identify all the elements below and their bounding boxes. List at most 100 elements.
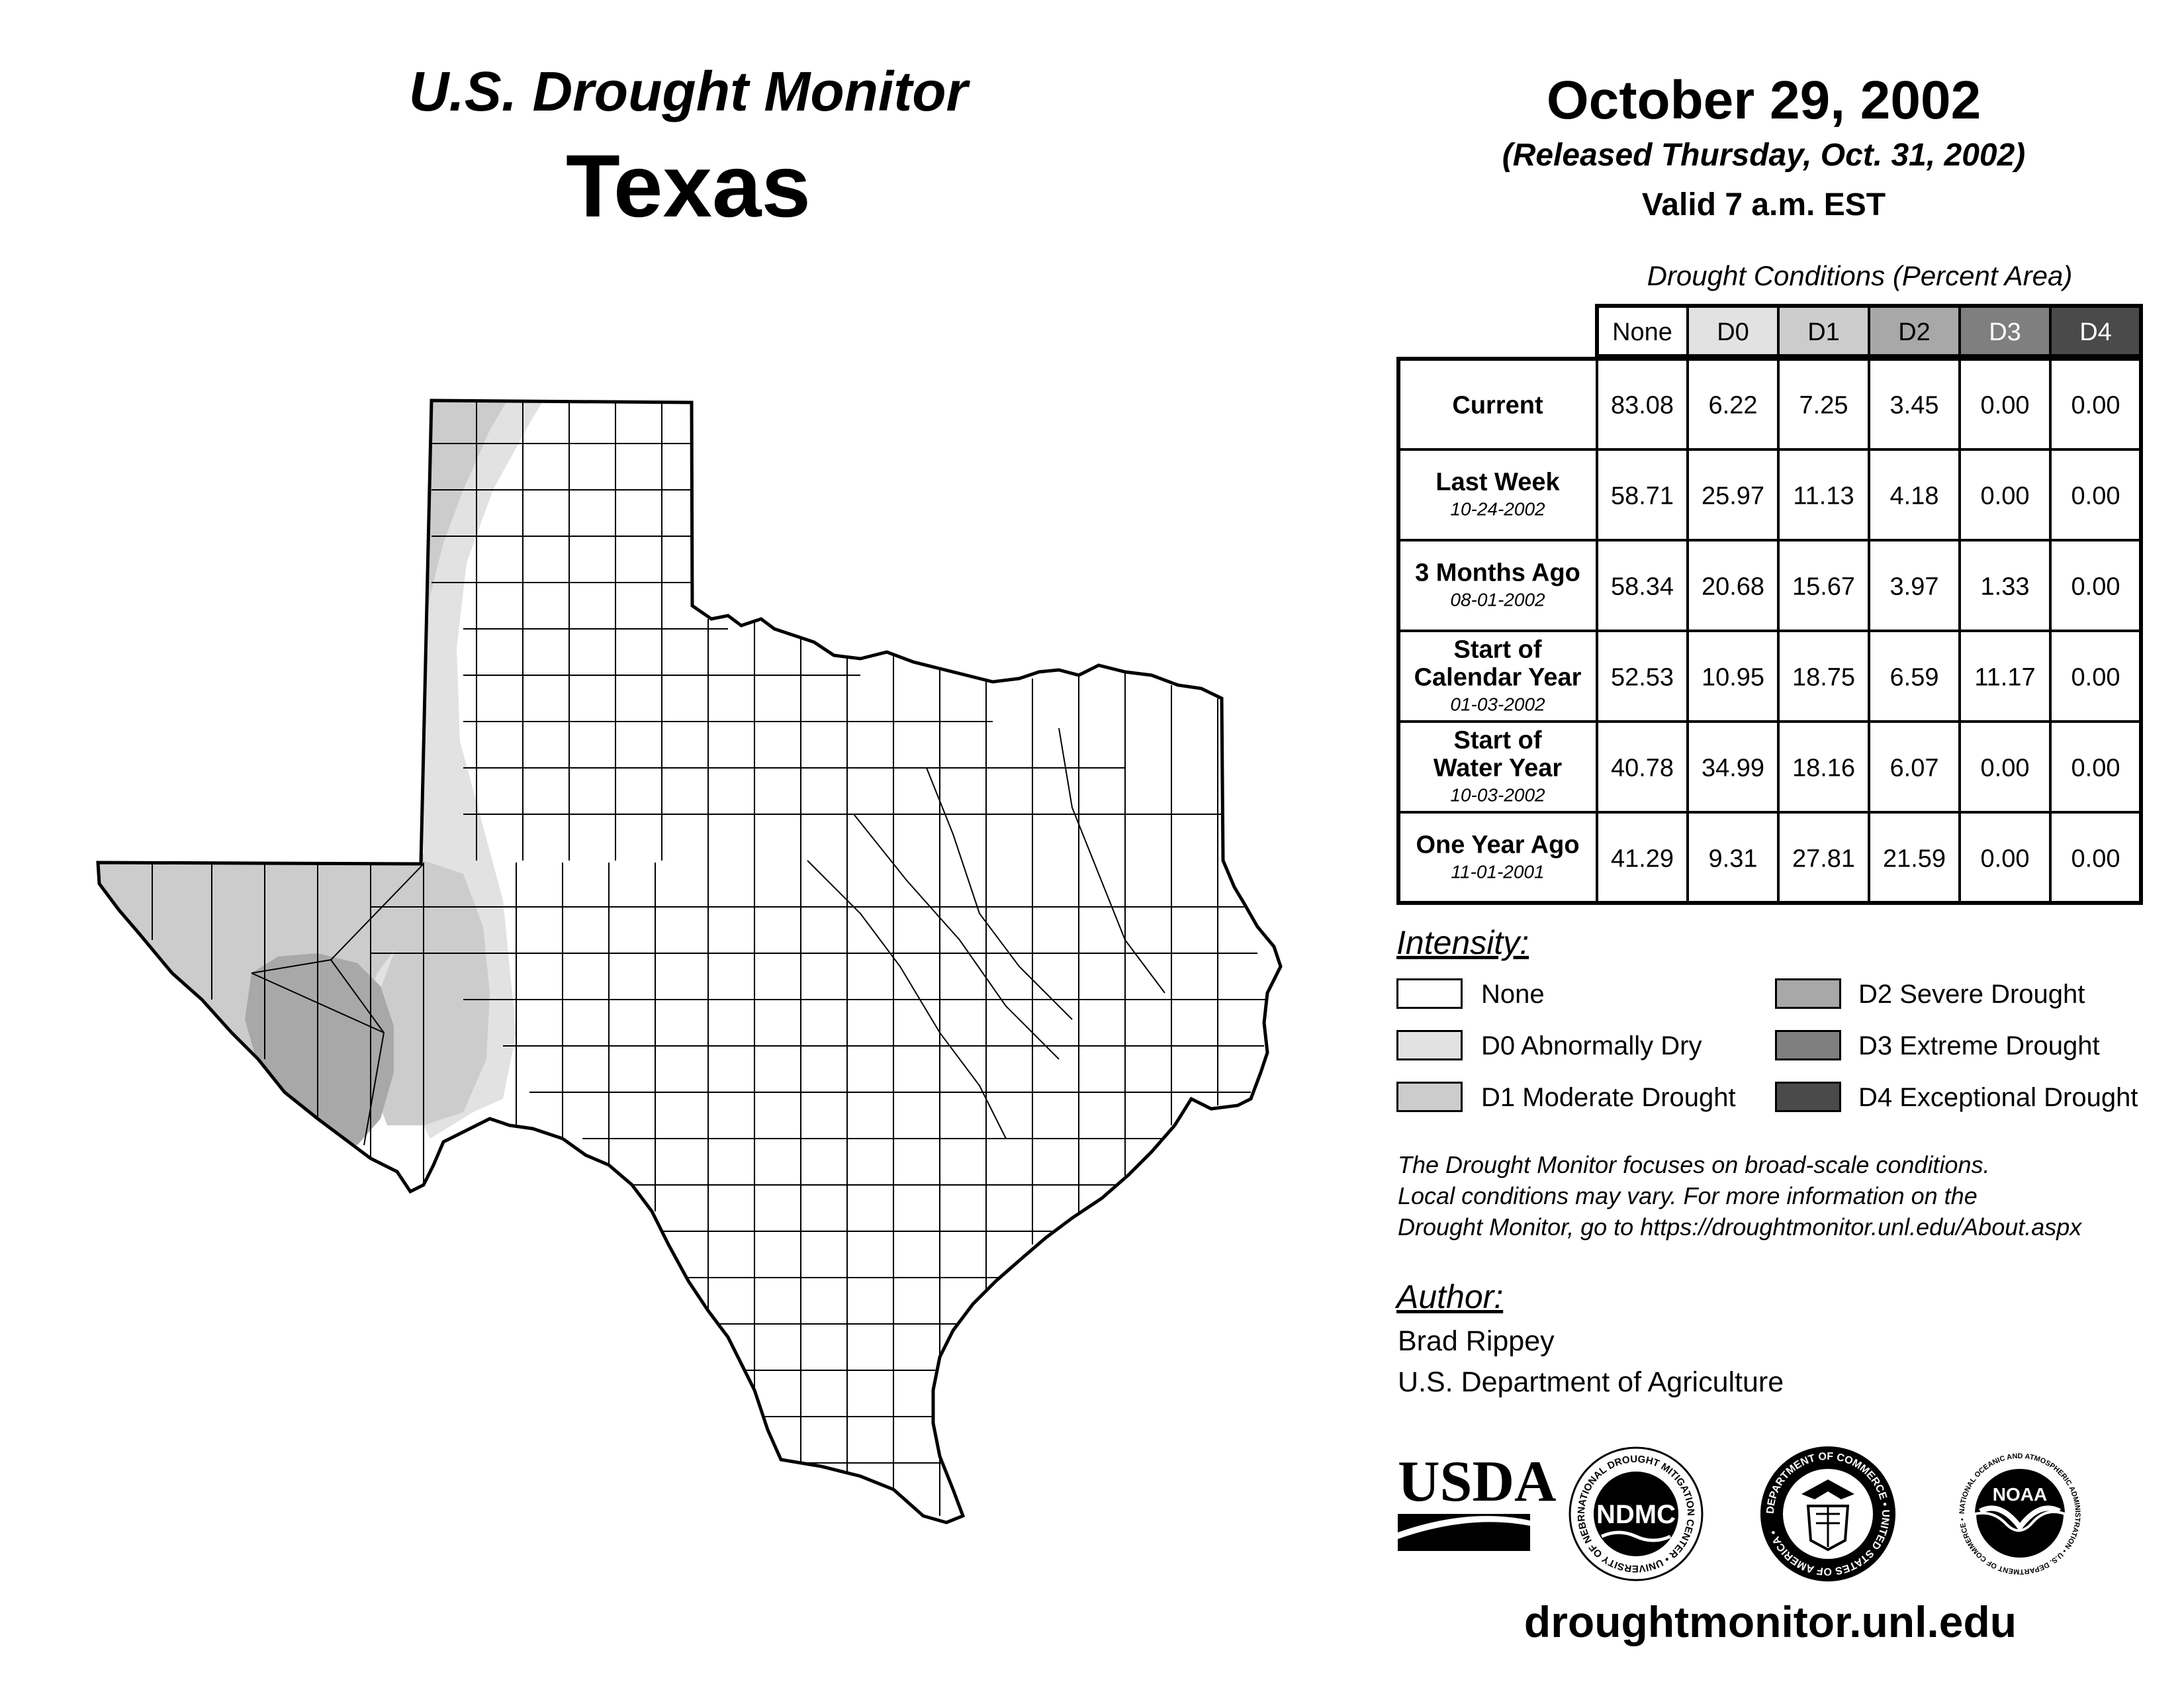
legend-swatch-d1 [1396, 1082, 1463, 1112]
value-text: 0.00 [1981, 755, 2030, 782]
value-text: 27.81 [1792, 845, 1855, 873]
disclaimer-note: The Drought Monitor focuses on broad-sca… [1398, 1149, 2159, 1243]
value-text: 0.00 [2071, 664, 2120, 692]
value-text: 0.00 [2071, 392, 2120, 420]
note-line: The Drought Monitor focuses on broad-sca… [1398, 1151, 1990, 1178]
note-line: Local conditions may vary. For more info… [1398, 1182, 1978, 1209]
column-header: D4 [2079, 318, 2112, 346]
row-label-cell [1397, 811, 1598, 904]
value-cell [1686, 811, 1780, 904]
value-cell [2049, 720, 2142, 814]
value-text: 0.00 [1981, 392, 2030, 420]
value-text: 41.29 [1611, 845, 1674, 873]
value-text: 6.07 [1890, 755, 1939, 782]
value-cell [2049, 448, 2142, 541]
author-heading: Author: [1396, 1278, 1504, 1315]
legend-label-none: None [1481, 980, 1545, 1009]
noaa-logo-text: NOAA [1993, 1484, 2047, 1505]
legend-label-d3: D3 Extreme Drought [1858, 1031, 2100, 1060]
row-label: One Year Ago [1416, 831, 1579, 859]
value-cell [1777, 720, 1870, 814]
value-text: 40.78 [1611, 755, 1674, 782]
value-cell [1596, 448, 1689, 541]
usda-logo: USDA [1398, 1450, 1557, 1551]
legend-swatch-d0 [1396, 1030, 1463, 1060]
value-text: 0.00 [2071, 483, 2120, 510]
value-text: 6.22 [1709, 392, 1758, 420]
row-label: Start of [1454, 636, 1542, 664]
value-text: 15.67 [1792, 573, 1855, 601]
value-text: 21.59 [1883, 845, 1946, 873]
noaa-logo: NATIONAL OCEANIC AND ATMOSPHERIC ADMINIS… [1954, 1448, 2086, 1580]
author-name: Brad Rippey [1398, 1325, 1555, 1357]
row-date: 01-03-2002 [1450, 694, 1545, 715]
value-cell [1686, 720, 1780, 814]
row-date: 10-03-2002 [1450, 785, 1545, 806]
author-org: U.S. Department of Agriculture [1398, 1366, 1784, 1398]
value-text: 11.17 [1974, 664, 2035, 692]
website-url[interactable]: droughtmonitor.unl.edu [1524, 1597, 2017, 1646]
value-text: 25.97 [1702, 483, 1764, 510]
legend-swatch-d3 [1775, 1030, 1841, 1060]
value-text: 58.34 [1611, 573, 1674, 601]
drought-stats-table: None D0 D1 D2 D3 D4 Current 83.08 6.22 7.25 3.45 0.… [1396, 304, 2143, 905]
row-label: Last Week [1435, 469, 1560, 496]
value-text: 4.18 [1890, 483, 1939, 510]
column-header: D2 [1898, 318, 1931, 346]
value-cell [1868, 811, 1961, 904]
value-text: 18.75 [1792, 664, 1855, 692]
column-header: D1 [1807, 318, 1840, 346]
value-cell [1958, 448, 2052, 541]
d2-area-big-bend [245, 953, 394, 1145]
state-name: Texas [565, 137, 811, 236]
value-cell [1958, 811, 2052, 904]
row-date: 08-01-2002 [1450, 590, 1545, 610]
release-date: (Released Thursday, Oct. 31, 2002) [1502, 138, 2026, 173]
value-cell [1958, 357, 2052, 451]
ndmc-logo: NATIONAL DROUGHT MITIGATION CENTER • UNI… [1569, 1446, 1704, 1581]
value-text: 18.16 [1792, 755, 1855, 782]
value-cell [1868, 357, 1961, 451]
map-date: October 29, 2002 [1546, 70, 1981, 130]
d1-area-panhandle [424, 400, 513, 635]
value-text: 0.00 [2071, 573, 2120, 601]
map-title: U.S. Drought Monitor [408, 60, 968, 122]
value-text: 20.68 [1702, 573, 1764, 601]
ndmc-logo-text: NDMC [1596, 1500, 1676, 1529]
value-cell [1777, 448, 1870, 541]
agency-logos: USDA NATIONAL DROUGHT MITIGATION CENTER … [1398, 1446, 2086, 1581]
value-text: 9.31 [1709, 845, 1758, 873]
value-text: 0.00 [2071, 755, 2120, 782]
header-cell-d2 [1868, 305, 1961, 357]
value-cell [1686, 630, 1780, 723]
value-text: 3.97 [1890, 573, 1939, 601]
value-cell [1958, 720, 2052, 814]
legend-label-d2: D2 Severe Drought [1858, 980, 2085, 1009]
legend-swatch-d4 [1775, 1082, 1841, 1112]
county-lines [152, 400, 1267, 1516]
column-header: D3 [1989, 318, 2021, 346]
value-text: 3.45 [1890, 392, 1939, 420]
texas-drought-map [0, 0, 1324, 1589]
row-date: 11-01-2001 [1451, 862, 1544, 882]
table-border [1396, 357, 2143, 905]
row-label: Water Year [1433, 755, 1563, 782]
row-label: Start of [1454, 727, 1542, 755]
value-text: 52.53 [1611, 664, 1674, 692]
table-caption: Drought Conditions (Percent Area) [1647, 260, 2073, 291]
author-block: Brad Rippey U.S. Department of Agricultu… [1398, 1321, 1784, 1403]
row-label-cell [1397, 539, 1598, 632]
value-text: 58.71 [1611, 483, 1674, 510]
value-text: 83.08 [1611, 392, 1674, 420]
legend-swatch-d2 [1775, 978, 1841, 1009]
value-text: 34.99 [1702, 755, 1764, 782]
value-text: 0.00 [2071, 845, 2120, 873]
usda-logo-text: USDA [1398, 1450, 1557, 1514]
value-text: 0.00 [1981, 845, 2030, 873]
legend-label-d0: D0 Abnormally Dry [1481, 1031, 1702, 1060]
value-text: 1.33 [1981, 573, 2030, 601]
d1-area-central [367, 861, 490, 1125]
value-text: 7.25 [1799, 392, 1848, 420]
valid-time: Valid 7 a.m. EST [1641, 187, 1886, 222]
row-label: 3 Months Ago [1415, 559, 1580, 587]
